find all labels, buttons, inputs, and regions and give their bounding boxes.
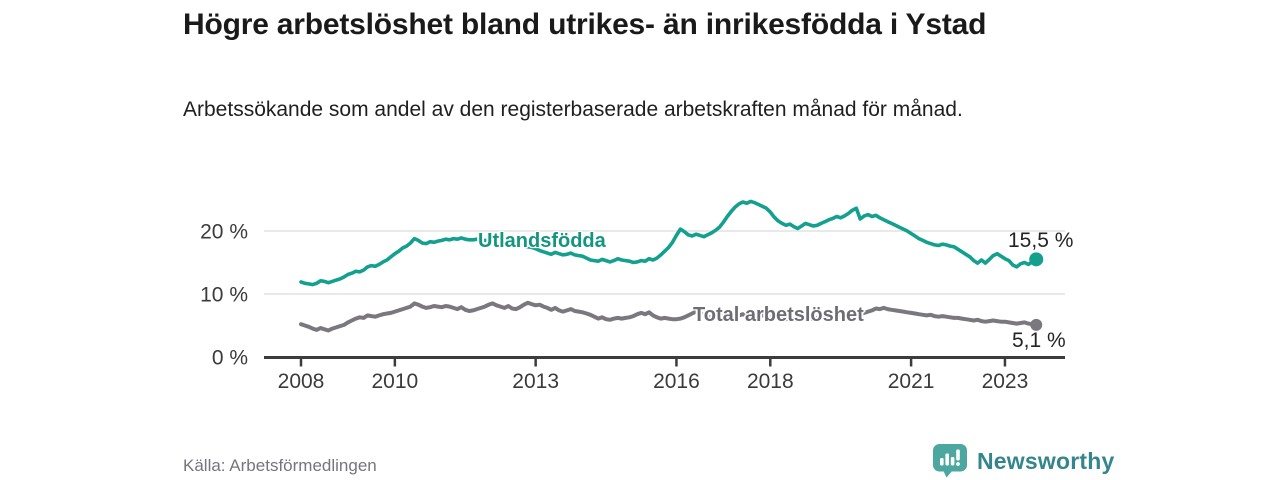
series-line-total (299, 300, 1039, 333)
page-title: Högre arbetslöshet bland utrikes- än inr… (183, 8, 987, 41)
x-tick-label: 2021 (888, 370, 935, 393)
x-tick-label: 2016 (653, 370, 700, 393)
x-tick-label: 2013 (512, 370, 559, 393)
chart-subtitle: Arbetssökande som andel av den registerb… (183, 98, 963, 121)
series-label-total: Total arbetslöshet (693, 304, 864, 326)
end-point-dot-utlandsfodda (1029, 252, 1044, 267)
end-point-dot-total (1030, 318, 1043, 331)
source-note: Källa: Arbetsförmedlingen (183, 456, 377, 475)
x-tick-label: 2008 (278, 370, 325, 393)
x-tick-label: 2023 (982, 370, 1029, 393)
y-tick-label: 0 % (212, 346, 248, 369)
newsworthy-wordmark: Newsworthy (977, 447, 1115, 474)
series-label-utlandsfodda: Utlandsfödda (478, 230, 606, 252)
y-tick-label: 10 % (200, 283, 248, 306)
series-line-utlandsfodda (299, 199, 1038, 287)
x-tick-label: 2018 (747, 370, 794, 393)
x-tick-label: 2010 (372, 370, 419, 393)
newsworthy-bubble-icon (933, 444, 967, 478)
newsworthy-logo[interactable]: Newsworthy (932, 444, 1114, 478)
y-tick-label: 20 % (200, 220, 248, 243)
end-value-label-total: 5,1 % (1012, 329, 1066, 352)
end-value-label-utlandsfodda: 15,5 % (1008, 229, 1074, 252)
